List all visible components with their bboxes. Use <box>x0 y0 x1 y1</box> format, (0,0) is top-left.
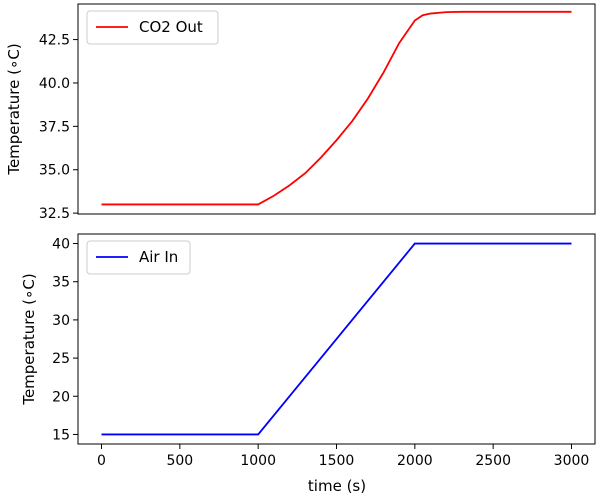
top-y-tick-label: 32.5 <box>39 206 70 222</box>
bottom-y-tick-label: 15 <box>52 427 70 443</box>
series-line-co2-out <box>101 10 572 206</box>
top-y-axis-label: Temperature (∘C) <box>5 43 23 175</box>
top-y-ticks: 32.5 35.0 37.5 40.0 42.5 <box>39 33 78 222</box>
bottom-x-tick-label: 500 <box>166 453 193 469</box>
top-series-group <box>101 10 572 206</box>
top-y-tick-label: 42.5 <box>39 33 70 49</box>
bottom-x-axis-label: time (s) <box>308 477 366 495</box>
bottom-y-tick-label: 25 <box>52 351 70 367</box>
top-plot-frame <box>77 3 596 215</box>
bottom-chart-panel: 15 20 25 30 35 40 0 500 1000 1500 2000 2500 3000 Te… <box>20 233 596 495</box>
bottom-x-tick-label: 1000 <box>240 453 276 469</box>
bottom-y-tick-label: 30 <box>52 313 70 329</box>
bottom-x-tick-label: 0 <box>97 453 106 469</box>
bottom-y-axis-label: Temperature (∘C) <box>20 273 38 405</box>
top-chart-panel: 32.5 35.0 37.5 40.0 42.5 Temperature (∘C) CO… <box>5 3 596 222</box>
top-legend: CO2 Out <box>86 10 219 45</box>
bottom-legend-label-air-in: Air In <box>139 248 178 266</box>
bottom-y-tick-label: 35 <box>52 275 70 291</box>
top-legend-label-co2-out: CO2 Out <box>139 18 203 36</box>
top-y-tick-label: 37.5 <box>39 119 70 135</box>
top-y-tick-label: 35.0 <box>39 163 70 179</box>
bottom-y-tick-label: 40 <box>52 237 70 253</box>
bottom-x-tick-label: 1500 <box>319 453 355 469</box>
bottom-y-tick-label: 20 <box>52 389 70 405</box>
bottom-legend: Air In <box>86 240 191 275</box>
bottom-x-ticks: 0 500 1000 1500 2000 2500 3000 <box>97 444 589 469</box>
top-y-tick-label: 40.0 <box>39 76 70 92</box>
bottom-x-tick-label: 3000 <box>554 453 590 469</box>
bottom-series-group <box>101 242 572 436</box>
bottom-x-tick-label: 2000 <box>397 453 433 469</box>
top-legend-box <box>86 10 219 45</box>
series-line-air-in <box>101 242 572 436</box>
bottom-legend-box <box>86 240 191 275</box>
bottom-y-ticks: 15 20 25 30 35 40 <box>52 237 78 443</box>
bottom-x-tick-label: 2500 <box>475 453 511 469</box>
